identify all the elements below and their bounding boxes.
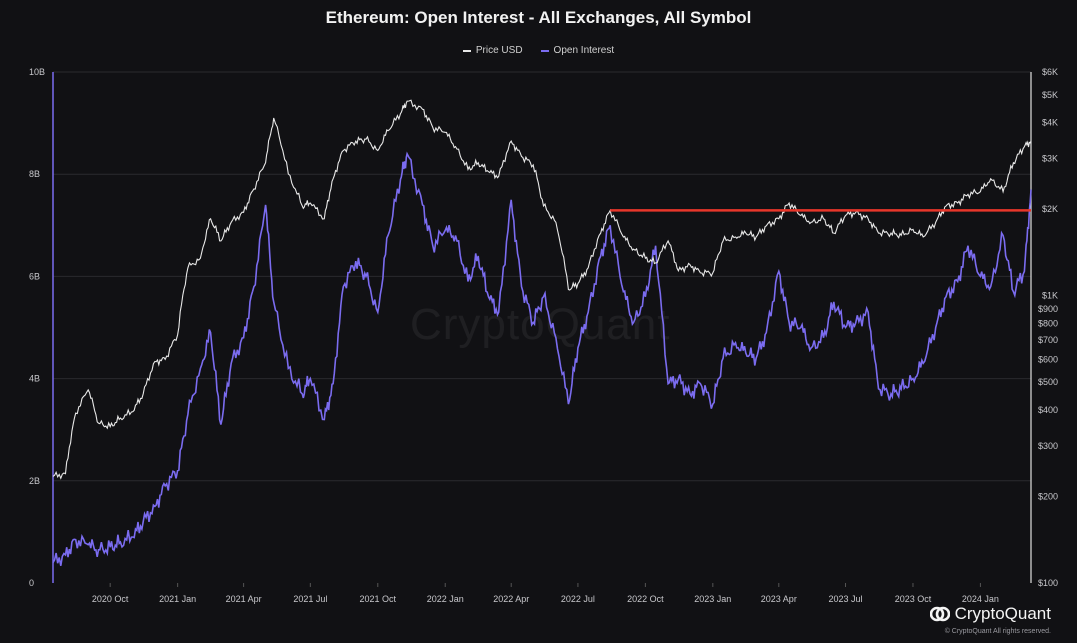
right-tick-label: $600 — [1038, 354, 1058, 364]
x-tick-label: 2023 Jul — [829, 594, 863, 604]
grid-layer — [53, 71, 1031, 482]
x-tick-label: 2023 Apr — [761, 594, 797, 604]
left-tick-label: 8B — [29, 169, 40, 179]
x-tick-label: 2021 Jul — [293, 594, 327, 604]
legend-swatch-open-interest — [540, 49, 549, 52]
x-tick-label: 2023 Oct — [895, 594, 932, 604]
right-tick-label: $6K — [1042, 67, 1058, 77]
legend: Price USD Open Interest — [0, 45, 1077, 56]
left-tick-label: 4B — [29, 374, 40, 384]
legend-swatch-price — [462, 49, 471, 52]
x-tick-label: 2021 Oct — [360, 594, 397, 604]
series-line-open-interest — [52, 151, 1032, 566]
left-tick-label: 0 — [29, 578, 34, 588]
right-tick-label: $400 — [1038, 405, 1058, 415]
right-tick-label: $500 — [1038, 377, 1058, 387]
right-tick-label: $4K — [1042, 118, 1058, 128]
series-line-price — [52, 99, 1032, 480]
right-tick-label: $2K — [1042, 204, 1058, 214]
x-axis-ticks: 2020 Oct 2021 Jan 2021 Apr 2021 Jul 2021 Oct… — [92, 583, 999, 604]
right-tick-label: $300 — [1038, 441, 1058, 451]
right-tick-label: $5K — [1042, 90, 1058, 100]
chart-title: Ethereum: Open Interest - All Exchanges,… — [325, 8, 752, 27]
x-tick-label: 2022 Oct — [627, 594, 664, 604]
right-tick-label: $100 — [1038, 578, 1058, 588]
legend-item-open-interest[interactable]: Open Interest — [540, 45, 615, 56]
cryptoquant-logo-icon — [929, 606, 950, 622]
right-tick-label: $700 — [1038, 335, 1058, 345]
x-tick-label: 2022 Jan — [427, 594, 464, 604]
x-tick-label: 2022 Jul — [561, 594, 595, 604]
right-tick-label: $1K — [1042, 291, 1058, 301]
legend-item-price[interactable]: Price USD — [462, 45, 523, 56]
legend-label-price: Price USD — [475, 45, 523, 56]
x-tick-label: 2023 Jan — [694, 594, 731, 604]
brand-logo: CryptoQuant — [929, 604, 1051, 624]
right-tick-label: $900 — [1038, 304, 1058, 314]
legend-label-open-interest: Open Interest — [553, 45, 615, 56]
left-tick-label: 10B — [29, 67, 45, 77]
left-axis-ticks: 0 2B 4B 6B 8B 10B — [29, 67, 45, 588]
right-tick-label: $800 — [1038, 318, 1058, 328]
right-tick-label: $200 — [1038, 491, 1058, 501]
x-tick-label: 2024 Jan — [962, 594, 999, 604]
left-tick-label: 2B — [29, 476, 40, 486]
left-tick-label: 6B — [29, 271, 40, 281]
copyright-text: © CryptoQuant All rights reserved. — [944, 628, 1051, 635]
x-tick-label: 2022 Apr — [493, 594, 529, 604]
right-axis-ticks: $100 $200 $300 $400 $500 $600 $700 $800 $900 $1K $… — [1038, 67, 1058, 588]
brand-name: CryptoQuant — [954, 604, 1051, 623]
right-tick-label: $3K — [1042, 154, 1058, 164]
x-tick-label: 2021 Jan — [159, 594, 196, 604]
x-tick-label: 2020 Oct — [92, 594, 129, 604]
x-tick-label: 2021 Apr — [226, 594, 262, 604]
